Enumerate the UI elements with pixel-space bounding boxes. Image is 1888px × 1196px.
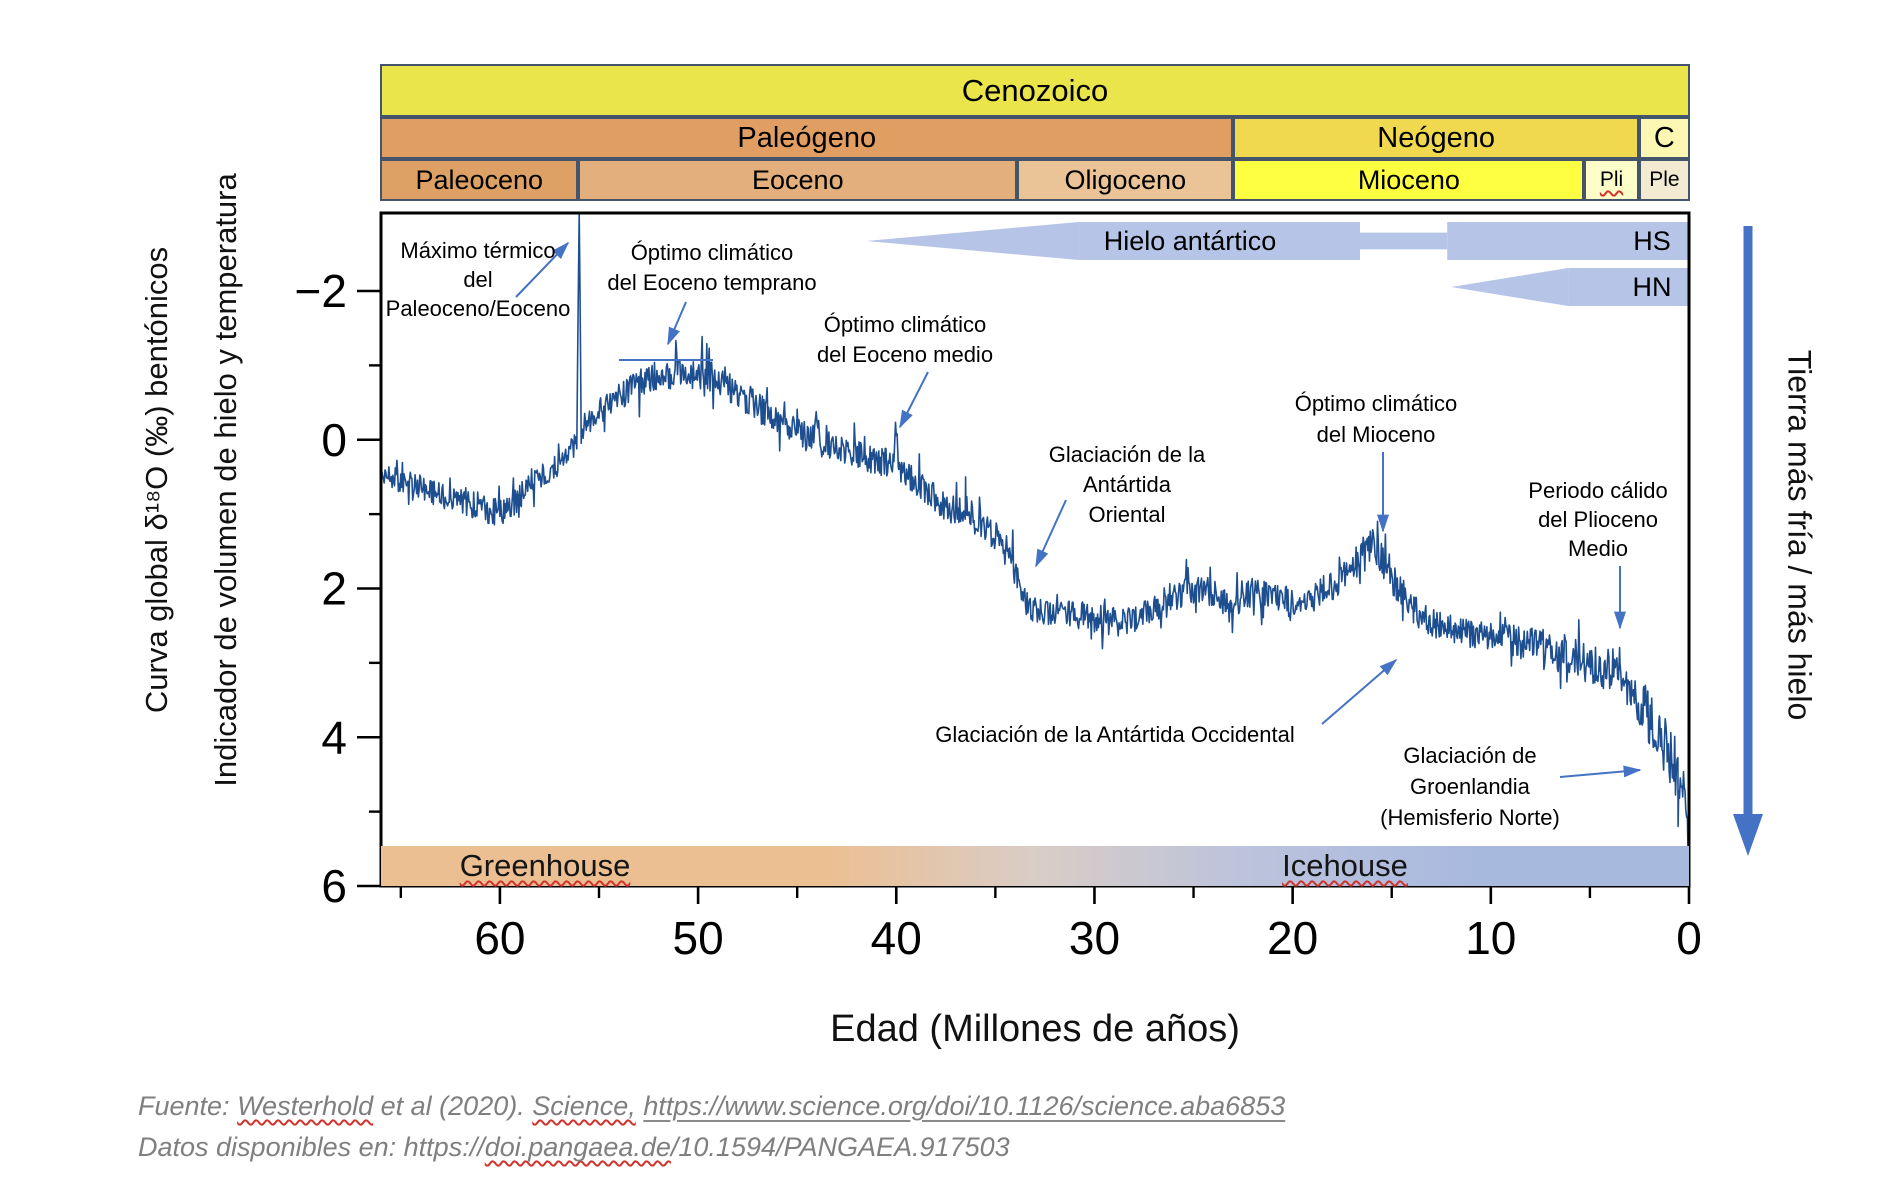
annotation-line: Glaciación de xyxy=(1403,743,1537,768)
annotation-meco: Óptimo climático del Eoceno medio xyxy=(817,310,993,370)
strat-cell-palegeno: Paleógeno xyxy=(380,117,1234,159)
x-tick-label: 60 xyxy=(474,912,525,964)
strat-cell-label: Mioceno xyxy=(1357,164,1460,195)
strat-cell-negeno: Neógeno xyxy=(1233,117,1639,159)
annotation-greenland-glaciation: Glaciación de Groenlandia (Hemisferio Nort… xyxy=(1380,740,1560,833)
ice-extent-bands: Hielo antártico HS HN xyxy=(866,222,1689,306)
strat-cell-cenozoico: Cenozoico xyxy=(380,64,1690,117)
annotation-arrows xyxy=(515,241,1642,778)
footer-text: et al (2020). xyxy=(373,1091,533,1121)
annotation-line: del xyxy=(463,267,493,292)
annotation-line: Óptimo climático xyxy=(1294,391,1458,416)
x-tick-label: 50 xyxy=(673,912,724,964)
annotation-line: Oriental xyxy=(1088,502,1166,527)
footer-text: /10.1594/PANGAEA.917503 xyxy=(670,1132,1010,1162)
annotation-line: del Eoceno temprano xyxy=(607,270,817,295)
annotation-mco: Óptimo climático del Mioceno xyxy=(1295,388,1458,450)
annotation-line: Máximo térmico xyxy=(400,238,556,263)
y-tick-label: 2 xyxy=(321,563,347,615)
strat-cell-label: C xyxy=(1653,121,1675,154)
annotation-eais-glaciation: Glaciación de la Antártida Oriental xyxy=(1049,440,1206,530)
annotation-line: Antártida xyxy=(1082,472,1172,497)
greenhouse-label: Greenhouse xyxy=(459,848,631,883)
x-tick-label: 0 xyxy=(1676,912,1702,964)
annotation-line: Groenlandia xyxy=(1410,774,1530,799)
strat-row-2: Paleoceno Eoceno Oligoceno Mioceno Pli Ple xyxy=(380,159,1690,201)
strat-cell-label: Paleoceno xyxy=(415,164,544,195)
annotation-line: Glaciación de la Antártida Occidental xyxy=(935,722,1295,747)
antarctic-ice-hemisphere-label: HS xyxy=(1633,226,1671,256)
delta18O-curve xyxy=(380,213,1690,860)
annotation-line: Óptimo climático xyxy=(823,312,987,337)
annotation-wais-glaciation: Glaciación de la Antártida Occidental xyxy=(935,722,1295,748)
annotation-line: Medio xyxy=(1568,536,1628,561)
northern-ice-segment xyxy=(1451,268,1569,306)
annotation-line: Óptimo climático xyxy=(630,240,794,265)
antarctic-ice-segment xyxy=(1360,232,1448,250)
x-tick-label: 10 xyxy=(1465,912,1516,964)
strat-cell-label: Neógeno xyxy=(1377,121,1495,154)
data-availability-line: Datos disponibles en: https://doi.pangae… xyxy=(138,1127,1285,1168)
strat-cell-label: Eoceno xyxy=(752,164,844,195)
annotation-line: Periodo cálido xyxy=(1528,478,1668,503)
strat-cell-label: Oligoceno xyxy=(1064,164,1187,195)
footer-text: Science, xyxy=(532,1091,636,1121)
cooling-direction-label: Tierra más fría / más hielo xyxy=(1781,349,1818,721)
climate-curve xyxy=(380,213,1690,860)
strat-cell-label: Ple xyxy=(1649,168,1680,191)
strat-row-0: Cenozoico xyxy=(380,64,1690,117)
climate-regime-bar: Greenhouse Icehouse xyxy=(381,846,1689,886)
annotation-line: del Plioceno xyxy=(1538,507,1658,532)
strat-cell-mioceno: Mioceno xyxy=(1233,159,1585,201)
axes: 60 50 40 30 20 10 0 −2 0 2 4 6 xyxy=(295,211,1702,964)
strat-cell-c: C xyxy=(1638,117,1690,159)
x-tick-label: 30 xyxy=(1069,912,1120,964)
strat-cell-label: Pli xyxy=(1599,168,1624,191)
source-url-link[interactable]: https://www.science.org/doi/10.1126/scie… xyxy=(643,1091,1286,1121)
footer-text: Fuente: xyxy=(138,1091,238,1121)
x-axis-title: Edad (Millones de años) xyxy=(830,1008,1240,1050)
y-tick-label: 0 xyxy=(321,414,347,466)
northern-ice-hemisphere-label: HN xyxy=(1633,272,1672,302)
annotation-line: (Hemisferio Norte) xyxy=(1380,805,1560,830)
source-line: Fuente: Westerhold et al (2020). Science… xyxy=(138,1086,1285,1127)
strat-cell-oligoceno: Oligoceno xyxy=(1017,159,1234,201)
annotation-eeco: Óptimo climático del Eoceno temprano xyxy=(607,238,816,298)
annotation-line: Glaciación de la xyxy=(1048,442,1206,467)
strat-cell-eoceno: Eoceno xyxy=(578,159,1018,201)
strat-cell-ple: Ple xyxy=(1638,159,1690,201)
strat-cell-label: Paleógeno xyxy=(737,121,877,154)
antarctic-ice-segment xyxy=(866,222,1079,260)
strat-row-1: Paleógeno Neógeno C xyxy=(380,117,1690,159)
northern-ice-segment xyxy=(1568,268,1689,306)
strat-cell-paleoceno: Paleoceno xyxy=(380,159,579,201)
strat-cell-pli: Pli xyxy=(1584,159,1639,201)
y-tick-label: −2 xyxy=(295,265,347,317)
source-footer: Fuente: Westerhold et al (2020). Science… xyxy=(138,1086,1285,1168)
x-tick-label: 40 xyxy=(871,912,922,964)
y-tick-label: 4 xyxy=(321,711,347,763)
footer-text: Datos disponibles en: https:// xyxy=(138,1132,485,1162)
y-tick-label: 6 xyxy=(321,860,347,912)
annotation-petm: Máximo térmico del Paleoceno/Eoceno xyxy=(386,236,571,323)
annotation-line: Paleoceno/Eoceno xyxy=(385,296,571,321)
annotation-line: del Eoceno medio xyxy=(816,342,994,367)
strat-cell-label: Cenozoico xyxy=(961,72,1109,108)
antarctic-ice-segment xyxy=(1078,222,1361,260)
antarctic-ice-segment xyxy=(1447,222,1689,260)
antarctic-ice-label: Hielo antártico xyxy=(1104,226,1277,256)
footer-text: doi.pangaea.de xyxy=(484,1132,671,1162)
footer-text: Westerhold xyxy=(237,1091,374,1121)
icehouse-label: Icehouse xyxy=(1282,848,1408,883)
cooling-direction-arrow xyxy=(1733,226,1763,856)
annotation-line: del Mioceno xyxy=(1316,422,1436,447)
stratigraphy-table: Cenozoico Paleógeno Neógeno C Paleoceno Eocen… xyxy=(380,64,1690,201)
annotation-pliocene-warm: Periodo cálido del Plioceno Medio xyxy=(1528,476,1667,563)
x-tick-label: 20 xyxy=(1267,912,1318,964)
